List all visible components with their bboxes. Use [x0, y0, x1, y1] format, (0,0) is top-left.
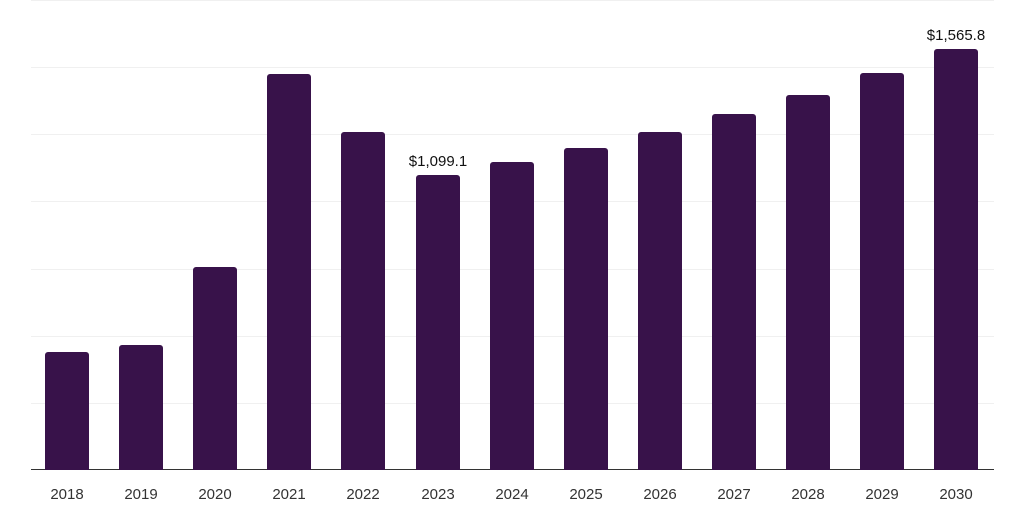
x-tick-label: 2030 [939, 486, 973, 503]
x-tick-label: 2019 [124, 486, 158, 503]
bar-2023[interactable] [416, 175, 460, 470]
x-tick-label: 2022 [346, 486, 380, 503]
x-tick-label: 2029 [865, 486, 899, 503]
bar-2027[interactable] [712, 114, 756, 470]
data-label: $1,099.1 [408, 153, 468, 170]
gridline [31, 0, 994, 1]
bar-2022[interactable] [341, 132, 385, 470]
bar-2020[interactable] [193, 267, 237, 470]
bar-2030[interactable] [934, 49, 978, 470]
x-tick-label: 2024 [495, 486, 529, 503]
bar-2026[interactable] [638, 132, 682, 470]
x-tick-label: 2025 [569, 486, 603, 503]
x-tick-label: 2020 [198, 486, 232, 503]
bar-2029[interactable] [860, 73, 904, 470]
bar-2024[interactable] [490, 162, 534, 470]
x-tick-label: 2023 [421, 486, 455, 503]
x-tick-label: 2021 [272, 486, 306, 503]
bar-2028[interactable] [786, 95, 830, 470]
x-tick-label: 2027 [717, 486, 751, 503]
bar-2018[interactable] [45, 352, 89, 470]
bar-2021[interactable] [267, 74, 311, 470]
bar-2025[interactable] [564, 148, 608, 470]
data-label: $1,565.8 [926, 27, 986, 44]
x-tick-label: 2028 [791, 486, 825, 503]
x-tick-label: 2026 [643, 486, 677, 503]
bar-2019[interactable] [119, 345, 163, 470]
gridline [31, 67, 994, 68]
x-tick-label: 2018 [50, 486, 84, 503]
gridline [31, 134, 994, 135]
